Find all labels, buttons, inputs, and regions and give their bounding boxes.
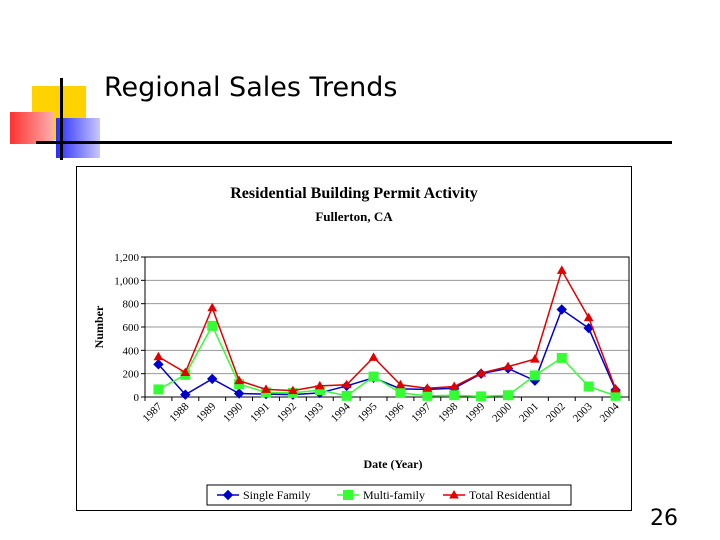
data-point (234, 375, 244, 385)
data-point (207, 373, 218, 385)
legend-swatch-marker (449, 489, 459, 499)
data-point (153, 359, 164, 370)
data-point (207, 320, 218, 331)
legend-label: Total Residential (469, 488, 551, 502)
x-tick-label: 1988 (167, 400, 191, 424)
y-tick-label: 800 (123, 299, 140, 311)
series-line (157, 308, 617, 396)
y-tick-label: 200 (123, 369, 140, 381)
data-point (422, 383, 433, 392)
x-tick-label: 1999 (463, 400, 487, 424)
data-point (422, 390, 433, 401)
x-tick-label: 1998 (436, 400, 460, 424)
x-tick-label: 1992 (275, 401, 299, 425)
x-tick-label: 1996 (383, 400, 407, 424)
x-tick-label: 1990 (221, 400, 245, 424)
data-point (503, 390, 513, 401)
slide-title: Regional Sales Trends (104, 72, 398, 103)
legend-item-multi-family: Multi-family (337, 488, 425, 502)
chart-frame: Residential Building Permit Activity Ful… (76, 166, 632, 511)
data-point (583, 312, 594, 322)
data-point (476, 368, 486, 377)
data-point (449, 381, 460, 390)
x-tick-label: 2002 (544, 401, 568, 425)
legend-swatch-marker (343, 490, 353, 500)
y-tick-label: 600 (123, 322, 140, 334)
data-point (180, 389, 191, 400)
data-point (610, 390, 621, 401)
x-tick-label: 1987 (141, 400, 165, 424)
deco-vertical-rule (60, 78, 63, 160)
data-point (610, 383, 621, 393)
data-point (368, 352, 379, 361)
y-tick-label: 0 (134, 392, 140, 404)
data-point (368, 371, 379, 382)
data-point (583, 381, 594, 392)
x-tick-label: 2001 (517, 401, 541, 425)
y-axis-ticks: 0 200 400 600 800 1,000 1,200 (114, 252, 145, 404)
chart-subtitle: Fullerton, CA (315, 209, 393, 224)
legend-label: Multi-family (363, 488, 425, 502)
data-point (530, 354, 540, 363)
y-axis-label: Number (92, 305, 106, 348)
data-point (341, 379, 352, 389)
x-axis-ticks: 1987 1988 1989 1990 1991 1992 1993 1994 1995 1996… (141, 397, 630, 425)
data-point (288, 385, 298, 395)
legend-item-total-residential: Total Residential (443, 488, 551, 502)
data-point (153, 384, 164, 395)
series-line (158, 324, 616, 398)
legend: Single Family Multi-family Total Residenti… (206, 484, 572, 506)
deco-blue-block (56, 118, 100, 158)
series-multi-family (153, 320, 621, 402)
legend-label: Single Family (243, 488, 311, 502)
series-group (153, 265, 621, 402)
data-point (503, 361, 513, 371)
x-tick-label: 2000 (490, 400, 514, 424)
data-point (207, 302, 218, 312)
deco-red-block (10, 112, 54, 144)
x-tick-label: 2004 (598, 400, 622, 424)
data-point (314, 380, 325, 390)
data-point (476, 391, 487, 402)
data-point (529, 370, 540, 381)
data-point (233, 388, 245, 399)
y-tick-label: 400 (123, 345, 140, 357)
x-tick-label: 1997 (409, 400, 433, 424)
data-point (556, 352, 567, 363)
x-tick-label: 1995 (356, 400, 380, 424)
data-point (341, 390, 352, 401)
data-point (180, 367, 191, 376)
legend-item-single-family: Single Family (217, 488, 311, 502)
data-point (261, 384, 271, 393)
series-line (158, 268, 617, 392)
x-axis-label: Date (Year) (364, 457, 423, 471)
permit-chart: Residential Building Permit Activity Ful… (92, 185, 630, 506)
data-point (449, 390, 460, 401)
legend-swatch-marker (222, 489, 234, 501)
data-point (153, 351, 164, 361)
data-point (556, 304, 567, 315)
data-point (395, 379, 406, 389)
y-tick-label: 1,200 (114, 252, 139, 264)
x-tick-label: 2003 (571, 400, 595, 424)
x-tick-label: 1989 (194, 400, 218, 424)
x-tick-label: 1994 (329, 400, 353, 424)
y-tick-label: 1,000 (114, 275, 139, 287)
title-rule (36, 141, 672, 144)
data-point (395, 387, 406, 398)
gridlines (145, 279, 629, 375)
page-number: 26 (650, 506, 678, 531)
data-point (556, 265, 567, 274)
legend-box (206, 484, 572, 506)
x-tick-label: 1993 (302, 400, 326, 424)
series-total-residential (153, 265, 621, 395)
x-tick-label: 1991 (248, 401, 272, 425)
chart-title: Residential Building Permit Activity (230, 185, 478, 202)
